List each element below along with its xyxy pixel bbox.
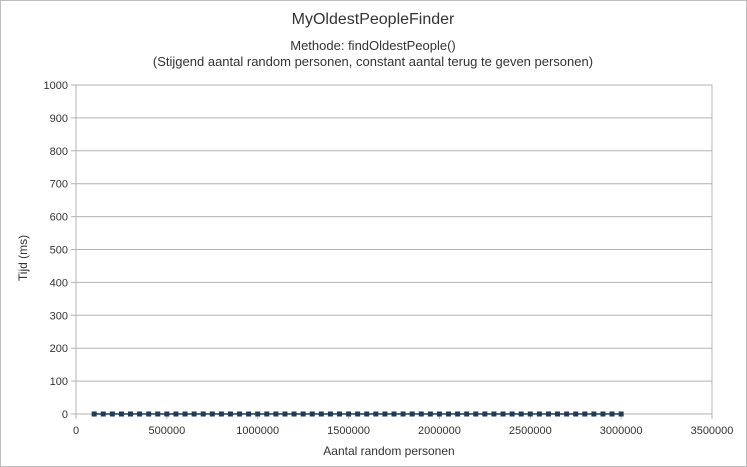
data-point xyxy=(282,411,288,417)
data-point xyxy=(555,411,561,417)
x-tick-label: 1000000 xyxy=(236,425,279,437)
data-point xyxy=(364,411,370,417)
y-tick-label: 1000 xyxy=(44,80,68,92)
data-point xyxy=(418,411,424,417)
data-point xyxy=(545,411,551,417)
data-point xyxy=(427,411,433,417)
x-tick-label: 500000 xyxy=(148,425,185,437)
data-point xyxy=(400,411,406,417)
data-point xyxy=(218,411,224,417)
x-tick-label: 3500000 xyxy=(691,425,734,437)
y-axis-label: Tijd (ms) xyxy=(16,235,30,281)
data-point xyxy=(373,411,379,417)
y-tick-label: 100 xyxy=(50,376,68,388)
data-point xyxy=(527,411,533,417)
data-point xyxy=(609,411,615,417)
x-tick-label: 3000000 xyxy=(600,425,643,437)
data-point xyxy=(137,411,143,417)
data-point xyxy=(300,411,306,417)
data-point xyxy=(491,411,497,417)
data-point xyxy=(291,411,297,417)
data-point xyxy=(191,411,197,417)
y-tick-label: 700 xyxy=(50,179,68,191)
data-point xyxy=(618,411,624,417)
x-tick-label: 2500000 xyxy=(509,425,552,437)
y-tick-label: 500 xyxy=(50,245,68,257)
data-point xyxy=(128,411,134,417)
data-point xyxy=(336,411,342,417)
y-tick-label: 600 xyxy=(50,212,68,224)
data-point xyxy=(264,411,270,417)
chart-title: MyOldestPeopleFinder xyxy=(292,11,455,28)
y-tick-label: 200 xyxy=(50,343,68,355)
data-point xyxy=(464,411,470,417)
data-point xyxy=(482,411,488,417)
data-point xyxy=(109,411,115,417)
data-point xyxy=(518,411,524,417)
data-point xyxy=(391,411,397,417)
data-point xyxy=(146,411,152,417)
data-point xyxy=(227,411,233,417)
data-point xyxy=(309,411,315,417)
axes: 0 100 200 300 400 500 600 700 800 900 1000 0 500000 1… xyxy=(44,80,734,437)
y-tick-label: 900 xyxy=(50,113,68,125)
data-point xyxy=(500,411,506,417)
gridlines xyxy=(75,84,713,415)
y-tick-label: 800 xyxy=(50,146,68,158)
x-tick-label: 2000000 xyxy=(418,425,461,437)
data-point xyxy=(582,411,588,417)
data-point xyxy=(182,411,188,417)
data-point xyxy=(100,411,106,417)
chart-subtitle-line-1: Methode: findOldestPeople() xyxy=(290,38,455,53)
chart-subtitle-line-2: (Stijgend aantal random personen, consta… xyxy=(153,54,593,69)
x-tick-label: 1500000 xyxy=(327,425,370,437)
data-point xyxy=(600,411,606,417)
x-tick-label: 0 xyxy=(73,425,79,437)
data-point xyxy=(318,411,324,417)
data-point xyxy=(237,411,243,417)
x-axis-label: Aantal random personen xyxy=(323,444,454,458)
data-point xyxy=(246,411,252,417)
data-point xyxy=(409,411,415,417)
data-point xyxy=(382,411,388,417)
data-point xyxy=(164,411,170,417)
data-point xyxy=(327,411,333,417)
data-point xyxy=(200,411,206,417)
data-point xyxy=(455,411,461,417)
data-point xyxy=(118,411,124,417)
data-point xyxy=(564,411,570,417)
data-point xyxy=(446,411,452,417)
y-tick-label: 400 xyxy=(50,277,68,289)
data-point xyxy=(155,411,161,417)
data-point xyxy=(209,411,215,417)
data-point xyxy=(473,411,479,417)
data-point xyxy=(573,411,579,417)
data-point xyxy=(273,411,279,417)
data-point xyxy=(536,411,542,417)
series-layer xyxy=(91,411,624,417)
data-point xyxy=(436,411,442,417)
y-tick-label: 300 xyxy=(50,310,68,322)
data-point xyxy=(91,411,97,417)
data-point xyxy=(509,411,515,417)
data-point xyxy=(255,411,261,417)
data-point xyxy=(173,411,179,417)
data-point xyxy=(355,411,361,417)
data-point xyxy=(346,411,352,417)
data-point xyxy=(591,411,597,417)
y-tick-label: 0 xyxy=(62,409,68,421)
